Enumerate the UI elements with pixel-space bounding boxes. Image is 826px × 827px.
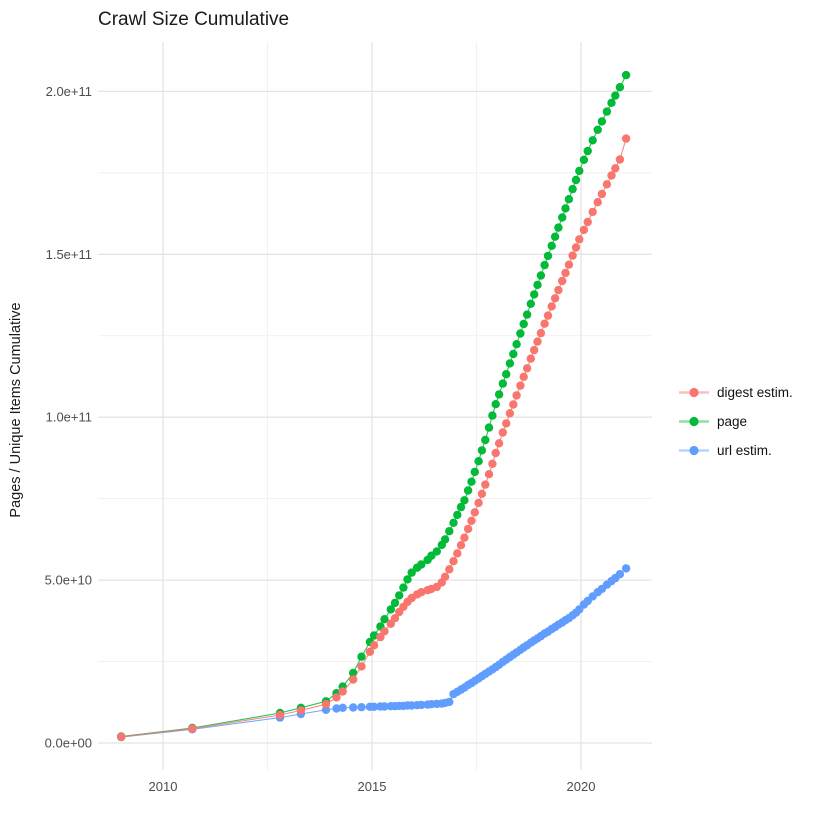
gridlines-major [98, 42, 652, 770]
y-tick-label: 5.0e+10 [45, 573, 92, 588]
data-series-layer [117, 70, 631, 742]
legend-item-digest-estim: digest estim. [679, 385, 793, 400]
x-tick-label: 2020 [567, 779, 596, 794]
y-axis-tick-labels: 0.0e+00 5.0e+10 1.0e+11 1.5e+11 2.0e+11 [45, 84, 92, 751]
chart-title: Crawl Size Cumulative [98, 9, 289, 30]
legend-item-page: page [679, 414, 747, 429]
x-tick-label: 2010 [149, 779, 178, 794]
legend: digest estim. page url estim. [679, 385, 793, 458]
legend-label: url estim. [717, 443, 772, 458]
y-tick-label: 1.0e+11 [46, 410, 92, 425]
legend-label: page [717, 414, 747, 429]
series-page [117, 70, 631, 741]
legend-key-icon [679, 445, 709, 456]
x-axis-tick-labels: 2010 2015 2020 [149, 779, 596, 794]
legend-key-icon [679, 416, 709, 427]
legend-item-url-estim: url estim. [679, 443, 772, 458]
legend-key-icon [679, 387, 709, 398]
y-tick-label: 1.5e+11 [46, 247, 92, 262]
series-digest-estim [117, 134, 631, 741]
y-tick-label: 0.0e+00 [45, 736, 92, 751]
x-tick-label: 2015 [358, 779, 387, 794]
y-tick-label: 2.0e+11 [46, 84, 92, 99]
series-url-estim [117, 564, 631, 742]
gridlines-minor [98, 42, 652, 770]
legend-label: digest estim. [717, 385, 793, 400]
y-axis-title: Pages / Unique Items Cumulative [8, 302, 24, 517]
